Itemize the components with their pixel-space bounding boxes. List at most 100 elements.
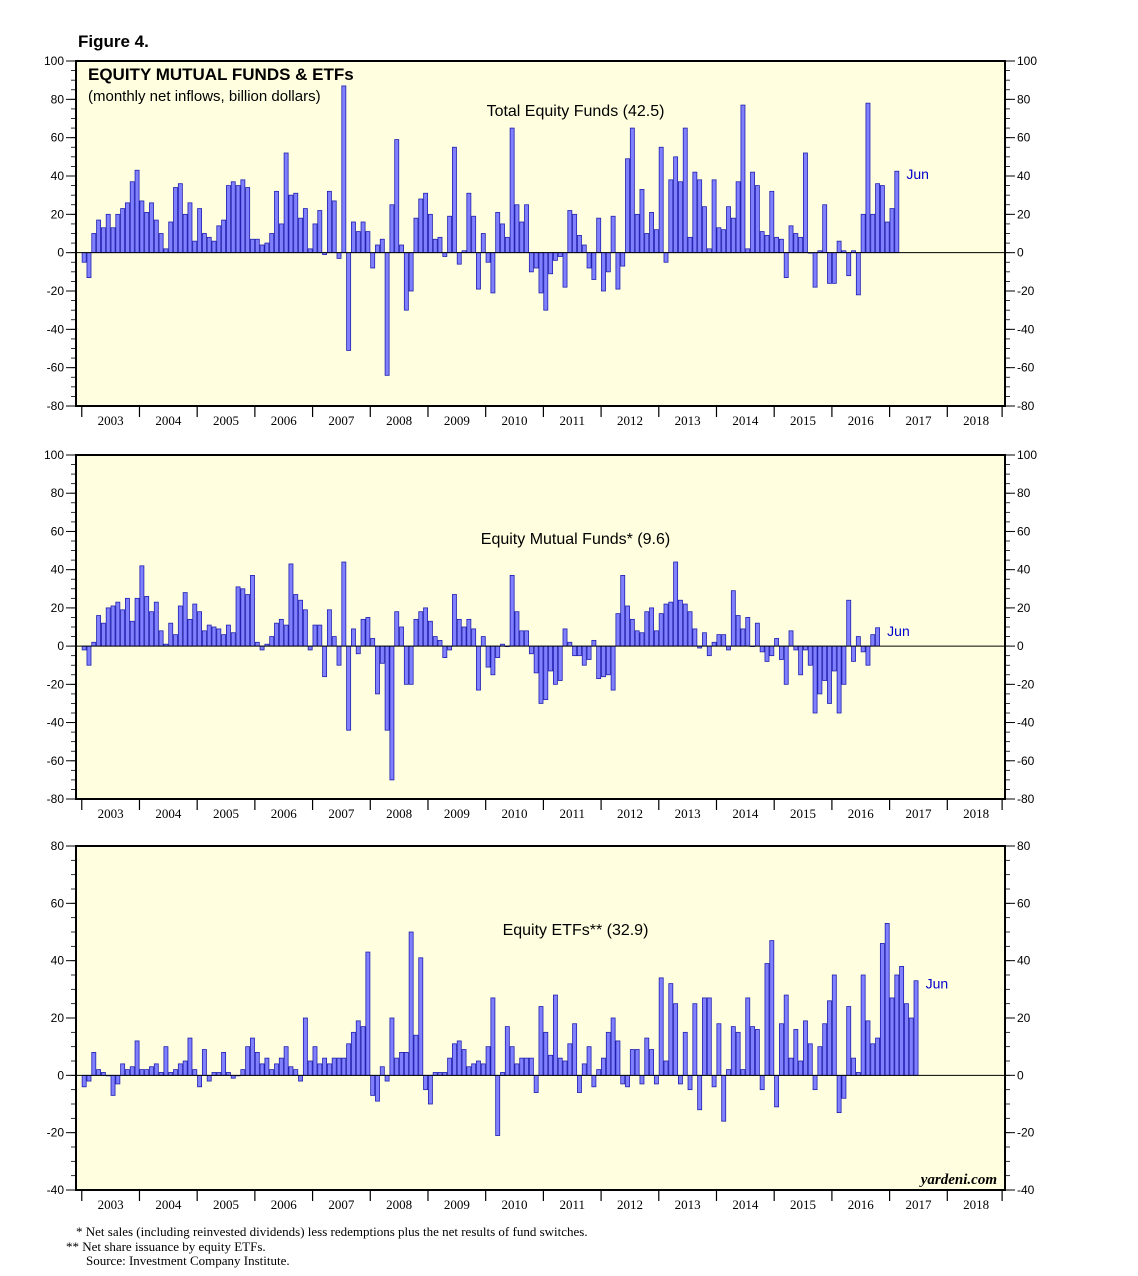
bar [105,607,111,647]
bar [495,1074,501,1136]
bar [230,632,236,647]
x-tick-label: 2009 [444,413,470,428]
bar [452,594,457,647]
bar [182,592,188,647]
y-tick-label-left: -20 [47,1126,65,1140]
bar [129,620,135,647]
bar [259,645,265,651]
y-tick-label-left: -20 [47,284,65,298]
x-tick-label: 2012 [617,413,643,428]
bar [774,1074,780,1108]
bar [250,575,255,647]
bar [668,601,674,647]
bar [182,213,188,254]
bar [528,252,534,273]
x-tick-label: 2017 [905,1197,932,1212]
bar [283,624,289,647]
bar [250,1037,255,1076]
bar [841,1074,847,1099]
bar [254,1052,260,1076]
bar [610,215,616,254]
bar [860,974,866,1076]
y-tick-label-right: -40 [1017,322,1035,336]
x-tick-label: 2016 [848,806,875,821]
bar [490,252,496,294]
bar [687,611,693,647]
bar [596,1069,602,1076]
y-tick-label-right: 80 [1017,486,1031,500]
bar [432,636,438,647]
bar [653,630,659,647]
end-label: Jun [926,976,949,992]
bar [817,1046,823,1076]
bar [634,213,640,254]
bar [552,252,558,261]
bar [509,575,515,647]
source-brand: yardeni.com [919,1172,997,1188]
footnote-source: Source: Investment Company Institute. [86,1253,290,1268]
bar [716,634,722,647]
bar [649,212,654,254]
y-tick-label-left: 100 [44,54,64,68]
bar [206,1074,212,1082]
bar [817,645,823,695]
bar [649,607,654,647]
bar [754,185,760,254]
bar [591,252,597,280]
bar [812,252,818,288]
bar [413,217,419,254]
bar [360,221,366,254]
bar [437,639,443,647]
bar [399,1052,404,1076]
bar [91,1052,97,1076]
bar [803,152,808,254]
y-tick-label-right: 20 [1017,1011,1031,1025]
y-tick-label-right: 0 [1017,1068,1024,1082]
y-tick-label-left: 80 [51,486,65,500]
bar [240,1069,246,1076]
bar [461,626,467,647]
bar [653,1074,659,1085]
bar [658,613,664,647]
footnote-one: * Net sales (including reinvested divide… [76,1224,588,1239]
bar [730,217,736,254]
bar [307,248,313,254]
bar [447,1057,453,1076]
bar [548,645,554,672]
x-tick-label: 2007 [328,413,355,428]
bar [418,611,424,647]
bar [351,1031,356,1076]
bar [730,1026,736,1076]
bar [879,943,885,1076]
bar [759,645,765,653]
bar [86,1074,92,1082]
chart-panel-total-equity-funds: 100 100 80 80 60 60 40 40 20 20 0 0 -20 -20 -40 -40 -60 -… [44,54,1037,428]
x-tick-label: 2006 [271,1197,298,1212]
x-tick-label: 2017 [905,806,932,821]
bar [572,645,578,657]
end-label: Jun [906,166,929,182]
bar [653,229,659,254]
bar [240,179,246,254]
bar [115,1074,121,1085]
bar [375,645,380,695]
bar [793,1029,799,1076]
figure-label: Figure 4. [78,32,149,51]
bar [365,951,371,1076]
y-tick-label-right: 60 [1017,896,1031,910]
bar [139,565,145,647]
bar [678,1074,683,1085]
bar [663,252,669,263]
y-tick-label-left: 20 [51,601,65,615]
bar [798,236,804,254]
bar [812,645,818,714]
x-tick-label: 2003 [98,806,124,821]
bar [269,636,275,647]
bar [105,213,111,254]
bar [307,645,313,651]
bar [567,1043,573,1076]
bar [793,233,799,254]
bar [173,187,178,254]
bar [788,630,794,647]
bar [745,617,751,647]
